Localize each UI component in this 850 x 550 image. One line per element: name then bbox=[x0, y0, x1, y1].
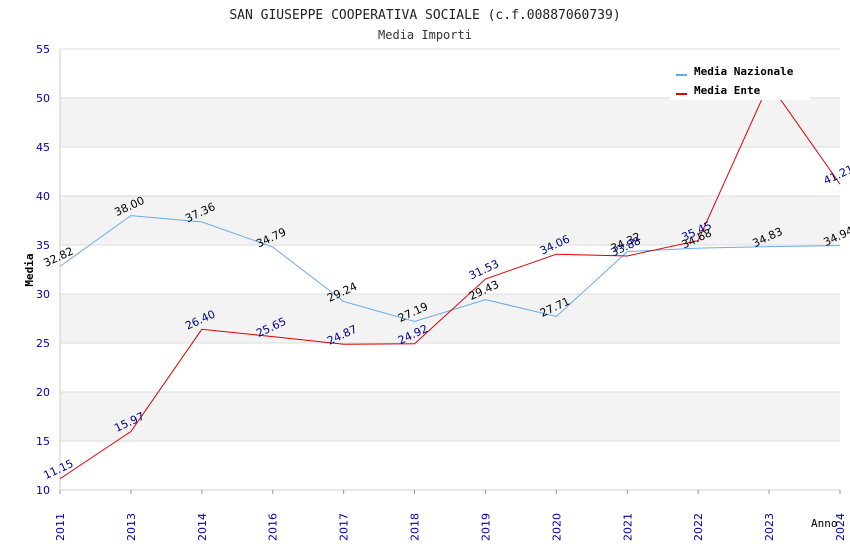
y-axis-label: Media bbox=[23, 253, 36, 286]
plot-band bbox=[60, 294, 840, 343]
y-tick-label: 10 bbox=[36, 484, 50, 497]
series-lines bbox=[59, 82, 841, 480]
x-tick-label: 2020 bbox=[550, 513, 563, 541]
x-tick-label: 2024 bbox=[834, 513, 847, 541]
plot-band bbox=[60, 343, 840, 392]
legend-label: Media Ente bbox=[694, 84, 761, 97]
plot-band bbox=[60, 441, 840, 490]
x-axis-ticks: 2011 2013 2014 2016 2017 2018 2019 2020 2021 2022… bbox=[54, 490, 847, 541]
x-tick-label: 2013 bbox=[125, 513, 138, 541]
plot-background bbox=[60, 49, 840, 490]
x-tick-label: 2018 bbox=[409, 513, 422, 541]
x-tick-label: 2014 bbox=[196, 513, 209, 541]
x-tick-label: 2019 bbox=[479, 513, 492, 541]
y-axis-ticks: 10 15 20 25 30 35 40 45 50 55 bbox=[36, 43, 50, 497]
x-axis-label: Anno bbox=[811, 517, 838, 530]
x-tick-label: 2016 bbox=[267, 513, 280, 541]
plot-band bbox=[60, 147, 840, 196]
x-tick-label: 2022 bbox=[692, 513, 705, 541]
legend-label: Media Nazionale bbox=[694, 65, 794, 78]
plot-band bbox=[60, 196, 840, 245]
series-line-media-nazionale bbox=[59, 215, 841, 323]
y-tick-label: 45 bbox=[36, 141, 50, 154]
series-line-media-ente bbox=[59, 82, 841, 480]
y-tick-label: 30 bbox=[36, 288, 50, 301]
y-tick-label: 25 bbox=[36, 337, 50, 350]
y-tick-label: 40 bbox=[36, 190, 50, 203]
x-tick-label: 2017 bbox=[338, 513, 351, 541]
y-tick-label: 55 bbox=[36, 43, 50, 56]
x-tick-label: 2011 bbox=[54, 513, 67, 541]
y-tick-label: 35 bbox=[36, 239, 50, 252]
y-tick-label: 15 bbox=[36, 435, 50, 448]
x-tick-label: 2021 bbox=[621, 513, 634, 541]
chart-subtitle: Media Importi bbox=[378, 28, 472, 42]
x-tick-label: 2023 bbox=[763, 513, 776, 541]
plot-band bbox=[60, 98, 840, 147]
plot-band bbox=[60, 245, 840, 294]
plot-band bbox=[60, 392, 840, 441]
y-tick-label: 20 bbox=[36, 386, 50, 399]
legend-box bbox=[670, 58, 810, 100]
chart-title: SAN GIUSEPPE COOPERATIVA SOCIALE (c.f.00… bbox=[229, 8, 620, 23]
legend: Media Nazionale Media Ente bbox=[670, 58, 810, 100]
gridlines bbox=[59, 48, 840, 491]
y-tick-label: 50 bbox=[36, 92, 50, 105]
